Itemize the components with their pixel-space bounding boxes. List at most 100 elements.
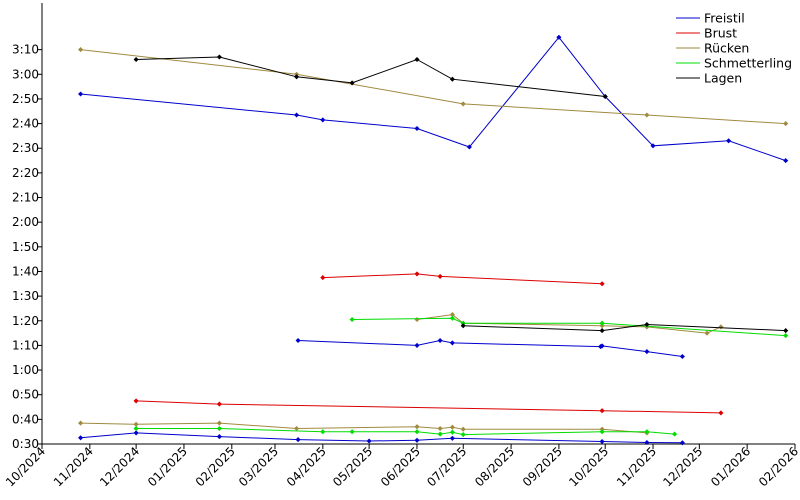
series-line: [298, 339, 683, 357]
x-axis-ticks: 10/2024 11/2024 12/2024 01/2025 02/202503/20…: [3, 444, 800, 489]
series-rücken: [414, 312, 724, 336]
y-tick-label: 0:50: [12, 388, 39, 402]
series-rücken: [78, 420, 650, 436]
y-tick-label: 2:40: [12, 117, 39, 131]
series-line: [136, 400, 721, 414]
y-tick-label: 2:50: [12, 92, 39, 106]
data-point: [216, 434, 222, 440]
series-freistil: [295, 337, 685, 360]
y-axis-ticks: 0:30 0:40 0:50 1:00 1:10 1:20 1:30 1:40 1:50 2:00…: [12, 43, 42, 451]
data-point: [783, 121, 789, 127]
data-point: [599, 408, 605, 414]
legend-item: Brust: [676, 26, 737, 41]
data-point: [320, 117, 326, 123]
data-point: [320, 429, 326, 435]
series-line: [463, 323, 786, 332]
x-tick-label: 11/2025: [614, 444, 659, 489]
y-tick-label: 1:20: [12, 314, 39, 328]
y-tick-label: 2:20: [12, 166, 39, 180]
data-point: [414, 316, 420, 323]
legend-item: Schmetterling: [676, 56, 792, 71]
legend-label: Lagen: [704, 71, 742, 86]
data-point: [216, 54, 222, 60]
data-point: [460, 101, 466, 107]
series-freistil: [78, 34, 789, 164]
data-point: [414, 424, 420, 430]
data-point: [349, 429, 355, 435]
x-tick-label: 12/2025: [660, 444, 705, 489]
x-tick-label: 01/2026: [708, 444, 753, 489]
series-line: [80, 36, 786, 162]
data-point: [216, 420, 222, 426]
y-tick-label: 1:50: [12, 240, 39, 254]
series-rücken: [78, 47, 789, 127]
x-tick-label: 10/2025: [566, 444, 611, 489]
y-tick-label: 2:00: [12, 215, 39, 229]
data-point: [366, 438, 372, 444]
data-point: [216, 425, 222, 432]
y-tick-label: 1:30: [12, 289, 39, 303]
data-point: [704, 330, 710, 336]
data-point: [644, 112, 650, 118]
data-point: [718, 410, 724, 416]
data-point: [133, 425, 139, 432]
data-point: [449, 435, 455, 441]
data-point: [679, 353, 685, 360]
data-point: [414, 429, 420, 435]
legend-label: Brust: [704, 26, 737, 41]
data-point: [349, 316, 355, 323]
data-point: [294, 425, 300, 432]
series-line: [80, 432, 683, 444]
data-point: [133, 56, 139, 63]
x-tick-label: 05/2025: [330, 444, 375, 489]
data-point: [449, 76, 455, 82]
data-point: [414, 271, 420, 277]
data-point: [437, 273, 443, 279]
data-point: [414, 56, 420, 63]
data-point: [672, 431, 678, 437]
plot-area: [78, 34, 789, 446]
x-tick-label: 08/2025: [472, 444, 517, 489]
data-point: [460, 426, 466, 432]
y-tick-label: 2:30: [12, 141, 39, 155]
data-point: [78, 91, 84, 97]
data-point: [726, 138, 732, 144]
data-point: [449, 429, 455, 435]
data-point: [460, 323, 466, 329]
data-point: [599, 438, 605, 445]
series-brust: [320, 271, 605, 287]
data-point: [783, 333, 789, 339]
data-point: [644, 429, 650, 435]
series-line: [136, 56, 606, 97]
data-point: [133, 430, 139, 436]
data-point: [449, 312, 455, 318]
data-point: [294, 112, 300, 118]
data-point: [295, 337, 301, 344]
data-point: [449, 424, 455, 430]
data-point: [133, 421, 139, 427]
x-tick-label: 07/2025: [424, 444, 469, 489]
data-point: [78, 47, 84, 53]
data-point: [718, 324, 724, 330]
data-point: [644, 349, 650, 355]
data-point: [449, 315, 455, 321]
series-line: [322, 273, 603, 285]
x-tick-label: 04/2025: [284, 444, 329, 489]
y-tick-label: 3:10: [12, 43, 39, 57]
legend-item: Lagen: [676, 71, 742, 86]
data-point: [783, 158, 789, 164]
data-point: [599, 281, 605, 287]
data-point: [449, 340, 455, 346]
x-tick-label: 09/2025: [520, 444, 565, 489]
x-tick-label: 02/2026: [756, 444, 800, 489]
data-point: [295, 437, 301, 443]
data-point: [320, 275, 326, 281]
data-point: [437, 431, 443, 437]
data-point: [133, 398, 139, 404]
data-point: [414, 125, 420, 132]
y-tick-label: 0:40: [12, 412, 39, 426]
series-freistil: [78, 430, 685, 446]
data-point: [78, 420, 84, 426]
x-tick-label: 12/2024: [97, 444, 142, 489]
